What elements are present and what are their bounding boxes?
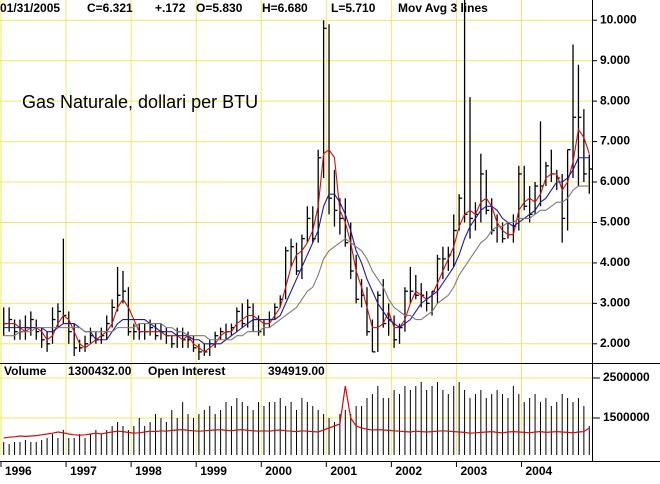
x-tick-label: 2001 — [330, 464, 357, 478]
x-tick-label: 2002 — [395, 464, 422, 478]
y-tick-label: 1500000 — [603, 410, 650, 424]
grid — [0, 0, 592, 455]
header-low: L=5.710 — [331, 1, 376, 15]
y-tick-label: 9.000 — [600, 53, 630, 67]
y-tick-label: 2500000 — [603, 370, 650, 384]
y-tick-label: 7.000 — [600, 134, 630, 148]
marks — [3, 0, 593, 455]
y-tick-label: 2.000 — [600, 336, 630, 350]
y-tick-label: 8.000 — [600, 93, 630, 107]
header-high: H=6.680 — [262, 1, 308, 15]
y-tick-label: 4.000 — [600, 255, 630, 269]
header-study: Mov Avg 3 lines — [398, 1, 488, 15]
x-tick-label: 1999 — [200, 464, 227, 478]
y-tick-label: 10.000 — [600, 12, 637, 26]
y-tick-label: 5.000 — [600, 215, 630, 229]
volume-value: 1300432.00 — [68, 364, 132, 378]
open-interest-line — [3, 385, 590, 439]
y-tick-label: 6.000 — [600, 174, 630, 188]
y-tick-label: 3.000 — [600, 296, 630, 310]
oi-value: 394919.00 — [268, 364, 325, 378]
moving-average — [3, 185, 590, 341]
x-tick-label: 1998 — [135, 464, 162, 478]
annotation: Gas Naturale, dollari per BTU — [22, 92, 258, 112]
x-tick-label: 2003 — [460, 464, 487, 478]
header-close: C=6.321 — [87, 1, 133, 15]
x-tick-label: 1997 — [70, 464, 97, 478]
oi-label: Open Interest — [148, 364, 225, 378]
x-tick-label: 2004 — [526, 464, 553, 478]
header-change: +.172 — [155, 1, 186, 15]
x-tick-label: 1996 — [5, 464, 32, 478]
header-date: 01/31/2005 — [0, 1, 60, 15]
moving-average — [3, 157, 590, 345]
header-open: O=5.830 — [196, 1, 243, 15]
volume-label: Volume — [4, 364, 47, 378]
x-tick-label: 2000 — [265, 464, 292, 478]
